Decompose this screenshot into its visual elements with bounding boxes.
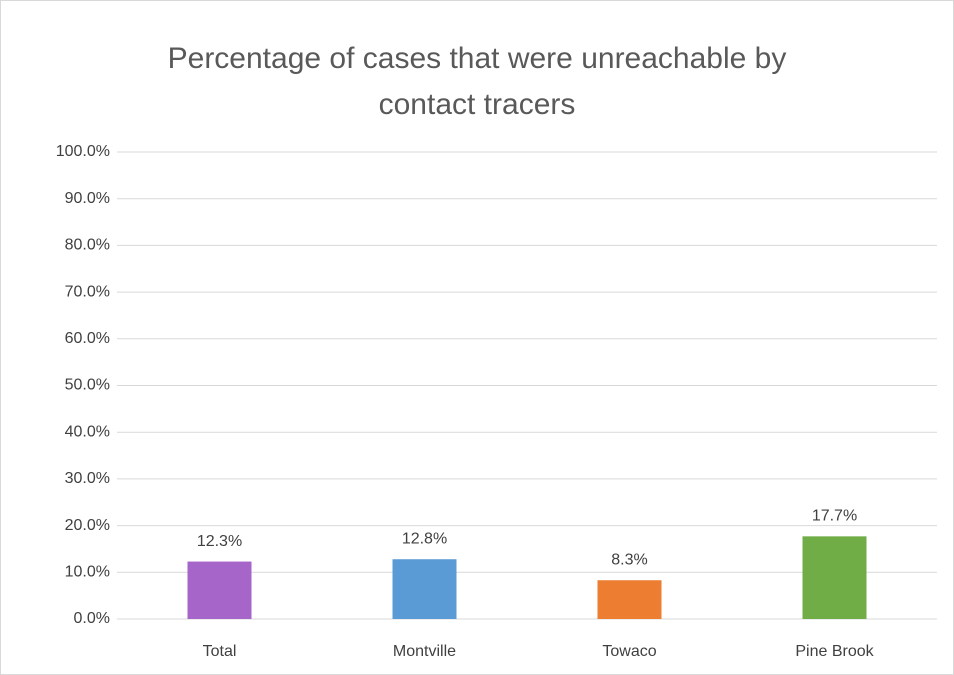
y-tick-label: 0.0% — [74, 610, 110, 627]
data-label: 8.3% — [611, 551, 647, 568]
data-label: 17.7% — [812, 508, 857, 525]
bar — [392, 559, 457, 619]
data-label: 12.3% — [197, 533, 242, 550]
x-tick-label: Towaco — [602, 643, 656, 660]
y-tick-label: 70.0% — [65, 283, 110, 300]
y-tick-label: 60.0% — [65, 330, 110, 347]
bar — [597, 580, 662, 619]
bar — [802, 536, 867, 619]
x-tick-label: Total — [203, 643, 237, 660]
y-tick-label: 10.0% — [65, 564, 110, 581]
y-tick-label: 100.0% — [56, 143, 110, 160]
y-tick-label: 40.0% — [65, 423, 110, 440]
chart-title: Percentage of cases that were unreachabl… — [167, 42, 787, 121]
x-tick-label: Montville — [393, 643, 456, 660]
y-tick-label: 20.0% — [65, 517, 110, 534]
data-label: 12.8% — [402, 530, 447, 547]
y-tick-label: 50.0% — [65, 377, 110, 394]
x-tick-label: Pine Brook — [795, 643, 874, 660]
y-tick-label: 90.0% — [65, 190, 110, 207]
y-tick-label: 30.0% — [65, 470, 110, 487]
y-tick-label: 80.0% — [65, 237, 110, 254]
bar — [187, 561, 252, 619]
